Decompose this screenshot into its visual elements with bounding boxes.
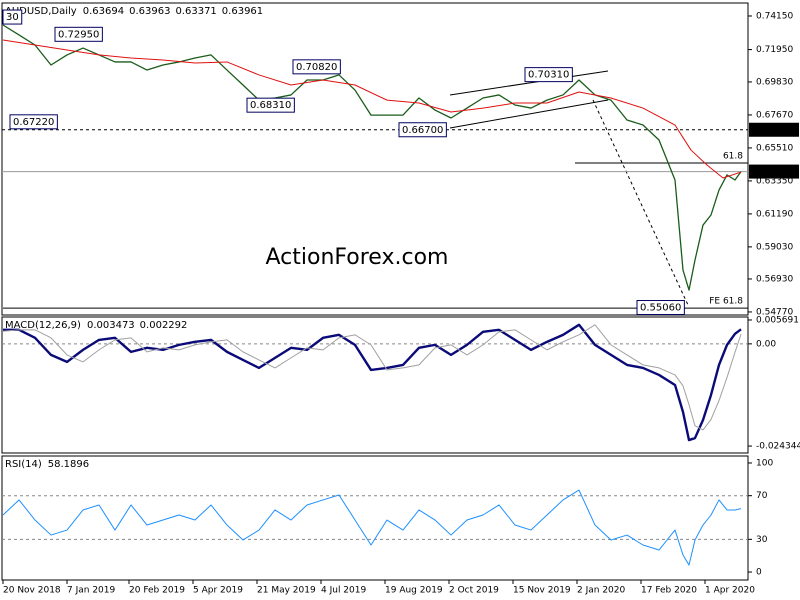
macd-panel	[1, 316, 749, 454]
x-tick-label: 20 Feb 2019	[129, 586, 185, 596]
price-label: 0.66700	[754, 125, 791, 135]
y-tick-label: 0.005691	[756, 315, 799, 325]
annotation-label: 0.55060	[640, 303, 681, 314]
x-tick-label: 2 Oct 2019	[449, 586, 499, 596]
annotation-box	[54, 26, 103, 42]
y-tick-label: 0.71950	[756, 45, 793, 55]
annotation-box	[292, 59, 341, 75]
price-panel	[1, 2, 749, 316]
annotation-box	[9, 114, 58, 130]
y-tick-label: 0.69830	[756, 77, 793, 87]
annotation-label: 30	[6, 12, 19, 23]
y-tick-label: 0.67670	[756, 110, 793, 120]
x-tick-label: 5 Apr 2019	[193, 586, 243, 596]
series-line	[2, 324, 742, 431]
rsi-panel	[1, 455, 749, 581]
series-line	[3, 323, 742, 442]
y-tick-label: 0.59030	[756, 242, 793, 252]
x-tick-label: 7 Jan 2019	[67, 586, 115, 596]
header-value: 58.1896	[48, 459, 89, 470]
price-label-box	[749, 164, 799, 179]
annotation-label: 0.67220	[13, 117, 54, 128]
y-tick-label: 0	[756, 568, 762, 578]
channel-line	[449, 70, 609, 96]
fib-label: 61.8	[723, 152, 743, 162]
header-value: 0.63694	[83, 6, 124, 17]
y-tick-label: 70	[756, 491, 768, 501]
panel-title: MACD(12,26,9)	[5, 320, 81, 331]
series-line	[2, 39, 742, 179]
y-tick-label: 0.54770	[756, 307, 793, 317]
x-tick-label: 20 Nov 2018	[3, 586, 61, 596]
y-tick-label: 0.65510	[756, 143, 793, 153]
x-tick-label: 1 Apr 2020	[705, 586, 755, 596]
annotation-label: 0.68310	[250, 100, 291, 111]
x-tick-label: 17 Feb 2020	[641, 586, 697, 596]
watermark: ActionForex.com	[266, 245, 449, 270]
y-tick-label: -0.024344	[756, 442, 800, 452]
y-tick-label: 0.74150	[756, 11, 793, 21]
header-value: 0.003473	[87, 320, 135, 331]
annotation-box	[398, 122, 447, 138]
price-label: 0.63961	[754, 167, 791, 177]
panel-title: AUDUSD,Daily	[5, 6, 77, 17]
y-tick-label: 30	[756, 535, 768, 545]
header-value: 0.002292	[140, 320, 188, 331]
projection-line	[592, 99, 689, 306]
y-tick-label: 0.61190	[756, 209, 793, 219]
x-tick-label: 21 May 2019	[257, 586, 316, 596]
annotation-box	[636, 300, 685, 316]
channel-line	[449, 99, 609, 129]
y-tick-label: 0.63350	[756, 176, 793, 186]
x-tick-label: 15 Nov 2019	[513, 586, 571, 596]
annotation-box	[524, 67, 573, 83]
y-tick-label: 100	[756, 458, 773, 468]
series-line	[2, 24, 742, 291]
annotation-box	[246, 97, 295, 113]
annotation-label: 0.66700	[402, 125, 443, 136]
header-value: 0.63963	[129, 6, 170, 17]
series-line	[2, 489, 742, 566]
fib-label: FE 61.8	[709, 297, 743, 307]
y-tick-label: 0.00	[756, 339, 776, 349]
price-label-box	[749, 122, 799, 137]
panel-title: RSI(14)	[5, 459, 42, 470]
header-value: 0.63371	[175, 6, 216, 17]
x-tick-label: 19 Aug 2019	[385, 586, 443, 596]
x-tick-label: 2 Jan 2020	[577, 586, 625, 596]
y-tick-label: 0.56930	[756, 274, 793, 284]
annotation-box	[2, 9, 23, 25]
x-tick-label: 4 Jul 2019	[321, 586, 366, 596]
annotation-label: 0.72950	[58, 29, 99, 40]
annotation-label: 0.70820	[296, 62, 337, 73]
annotation-label: 0.70310	[528, 70, 569, 81]
header-value: 0.63961	[222, 6, 263, 17]
